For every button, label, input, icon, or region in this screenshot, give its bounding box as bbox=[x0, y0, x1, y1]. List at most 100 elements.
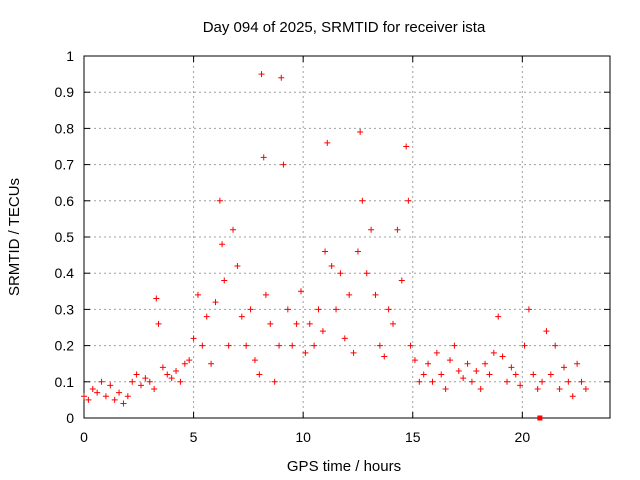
data-point bbox=[137, 382, 144, 389]
data-point bbox=[354, 248, 361, 255]
data-point bbox=[315, 306, 322, 313]
data-point bbox=[403, 143, 410, 150]
grid-layer bbox=[84, 56, 610, 418]
data-point bbox=[525, 306, 532, 313]
y-tick-label: 0.5 bbox=[55, 229, 75, 245]
data-point bbox=[293, 320, 300, 327]
data-point bbox=[219, 241, 226, 248]
x-tick-label: 20 bbox=[515, 429, 531, 445]
x-tick-label: 15 bbox=[405, 429, 421, 445]
data-point bbox=[306, 320, 313, 327]
data-point bbox=[190, 335, 197, 342]
data-point bbox=[120, 400, 127, 407]
data-point bbox=[390, 320, 397, 327]
data-point bbox=[322, 248, 329, 255]
data-point bbox=[534, 386, 541, 393]
data-point bbox=[168, 375, 175, 382]
data-point bbox=[230, 226, 237, 233]
data-point bbox=[521, 342, 528, 349]
data-point bbox=[574, 360, 581, 367]
data-point bbox=[337, 270, 344, 277]
data-point bbox=[556, 386, 563, 393]
data-point bbox=[539, 378, 546, 385]
data-point bbox=[495, 313, 502, 320]
data-point bbox=[560, 364, 567, 371]
x-tick-label: 0 bbox=[80, 429, 88, 445]
y-tick-label: 0.8 bbox=[55, 120, 75, 136]
data-point bbox=[247, 306, 254, 313]
data-point bbox=[212, 299, 219, 306]
data-point bbox=[234, 262, 241, 269]
data-point bbox=[164, 371, 171, 378]
y-tick-label: 0.7 bbox=[55, 157, 75, 173]
data-point bbox=[151, 386, 158, 393]
y-tick-label: 0.9 bbox=[55, 84, 75, 100]
y-tick-label: 0.6 bbox=[55, 193, 75, 209]
y-tick-label: 0.3 bbox=[55, 301, 75, 317]
data-point bbox=[407, 342, 414, 349]
data-point bbox=[297, 288, 304, 295]
data-point bbox=[394, 226, 401, 233]
data-point bbox=[208, 360, 215, 367]
data-point bbox=[173, 367, 180, 374]
data-point bbox=[372, 291, 379, 298]
data-point bbox=[333, 306, 340, 313]
data-point bbox=[142, 375, 149, 382]
data-point bbox=[416, 378, 423, 385]
data-point bbox=[376, 342, 383, 349]
data-point bbox=[278, 74, 285, 81]
data-point bbox=[238, 313, 245, 320]
data-point bbox=[284, 306, 291, 313]
data-point bbox=[260, 154, 267, 161]
data-point bbox=[477, 386, 484, 393]
data-point bbox=[111, 396, 118, 403]
data-point bbox=[486, 371, 493, 378]
x-tick-label: 10 bbox=[295, 429, 311, 445]
data-point bbox=[341, 335, 348, 342]
data-point bbox=[565, 378, 572, 385]
data-point bbox=[85, 396, 92, 403]
data-point bbox=[578, 378, 585, 385]
data-point bbox=[425, 360, 432, 367]
data-point bbox=[311, 342, 318, 349]
x-tick-label: 5 bbox=[190, 429, 198, 445]
data-point bbox=[203, 313, 210, 320]
data-point bbox=[146, 378, 153, 385]
data-point bbox=[433, 349, 440, 356]
data-point bbox=[177, 378, 184, 385]
data-point bbox=[289, 342, 296, 349]
data-point bbox=[256, 371, 263, 378]
data-point bbox=[363, 270, 370, 277]
data-point bbox=[530, 371, 537, 378]
data-point bbox=[368, 226, 375, 233]
data-point bbox=[543, 328, 550, 335]
data-point bbox=[276, 342, 283, 349]
data-point bbox=[503, 378, 510, 385]
data-point bbox=[357, 129, 364, 136]
data-point bbox=[398, 277, 405, 284]
data-point bbox=[129, 378, 136, 385]
data-point bbox=[451, 342, 458, 349]
y-tick-label: 0.2 bbox=[55, 338, 75, 354]
data-point bbox=[438, 371, 445, 378]
y-tick-label: 0 bbox=[66, 410, 74, 426]
data-point bbox=[490, 349, 497, 356]
data-point bbox=[221, 277, 228, 284]
x-axis-label: GPS time / hours bbox=[287, 458, 401, 475]
data-point bbox=[302, 349, 309, 356]
chart-title: Day 094 of 2025, SRMTID for receiver ist… bbox=[203, 19, 486, 36]
data-point bbox=[385, 306, 392, 313]
data-point bbox=[411, 357, 418, 364]
data-point bbox=[102, 393, 109, 400]
data-point bbox=[381, 353, 388, 360]
data-point bbox=[280, 161, 287, 168]
data-point bbox=[98, 378, 105, 385]
data-point bbox=[271, 378, 278, 385]
data-point bbox=[94, 389, 101, 396]
data-point bbox=[429, 378, 436, 385]
data-point bbox=[324, 139, 331, 146]
data-point bbox=[346, 291, 353, 298]
data-point bbox=[468, 378, 475, 385]
data-point bbox=[447, 357, 454, 364]
